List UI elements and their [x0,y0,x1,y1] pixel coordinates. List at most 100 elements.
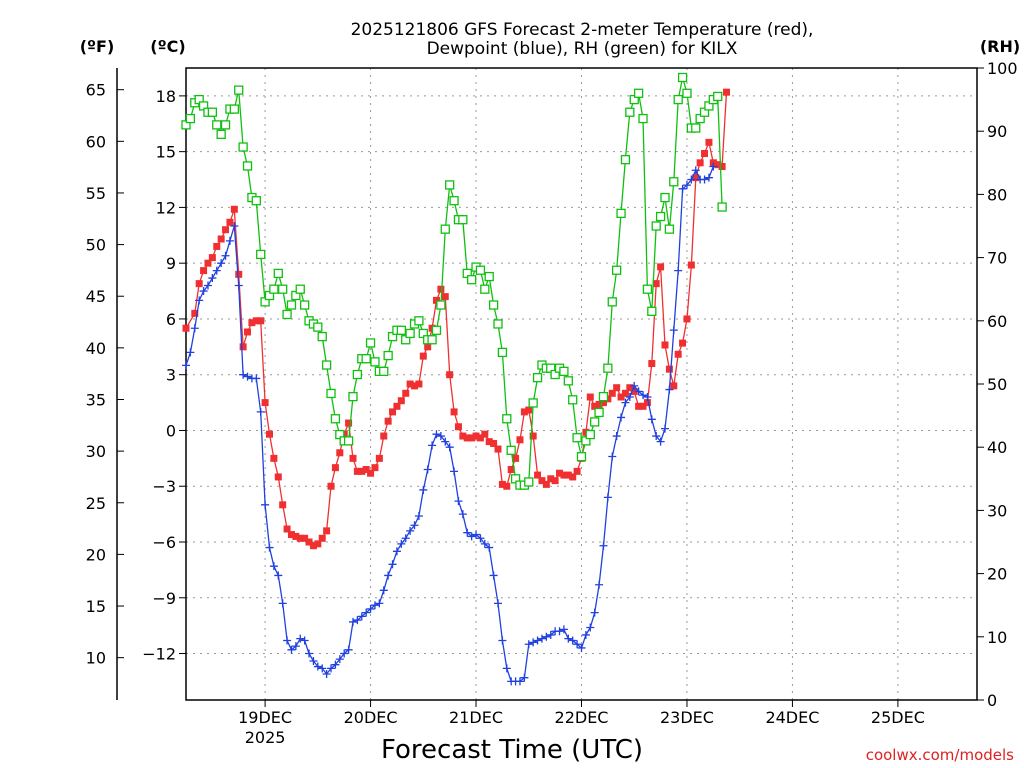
dewpoint-point [647,415,656,424]
rh-tick-label: 70 [987,249,1007,268]
rh-point [242,161,253,171]
x-axis-label: Forecast Time (UTC) [381,735,643,765]
time-tick-label: 20DEC [344,708,398,727]
temperature-point [556,469,564,477]
rh-point [603,363,613,373]
rh-point [594,407,604,418]
rh-tick-label: 80 [987,185,1007,204]
temperature-point [402,389,410,397]
temperature-point [419,352,427,360]
rh-point [488,300,499,310]
temperature-point [490,439,498,447]
dewpoint-point [256,407,265,416]
dewpoint-point [401,534,410,543]
dewpoint-point [322,669,331,678]
dewpoint-point [463,528,472,537]
dewpoint-point [414,511,423,520]
dewpoint-point [392,547,401,556]
rh-point [673,94,683,105]
temperature-point [371,464,379,472]
temperature-point [503,482,511,490]
temperature-point [674,350,682,358]
time-tick-label: 25DEC [871,708,925,727]
rh-point [229,104,239,114]
dewpoint-point [678,184,687,193]
dewpoint-point [423,465,432,474]
celsius-tick-label: 3 [166,366,176,385]
time-tick-label: 19DEC [238,708,292,727]
temperature-point [679,339,687,347]
temperature-point [652,280,660,288]
rh-point [677,72,688,83]
fahrenheit-tick-label: 50 [86,236,106,255]
temperature-point [261,399,269,407]
dewpoint-point [590,608,599,617]
dewpoint-point [669,326,678,335]
rh-point [313,322,323,332]
rh-point [348,391,358,402]
temperature-line [185,92,728,547]
rh-unit-label: (RH) [980,37,1020,56]
dewpoint-point [520,673,529,682]
dewpoint-point [643,393,652,402]
temperature-point [406,380,414,388]
rh-tick-label: 40 [987,438,1007,457]
fahrenheit-tick-label: 35 [86,390,106,409]
dewpoint-point [603,493,612,502]
dewpoint-point [384,571,393,580]
rh-point [343,436,354,446]
temperature-point [279,501,287,509]
grid-lines [186,68,977,700]
temperature-point [512,454,520,462]
temperature-point [696,159,704,167]
dewpoint-point [652,432,661,441]
dewpoint-point [630,381,639,390]
temperature-point [450,408,458,416]
rh-tick-label: 100 [987,59,1018,78]
dewpoint-point [208,274,217,283]
rh-point [502,414,512,424]
dewpoint-point [230,222,239,230]
celsius-tick-label: −3 [152,477,176,496]
dewpoint-point [625,393,634,402]
dewpoint-point [309,656,318,665]
temperature-point [252,317,260,325]
chart-title-line-1: 2025121806 GFS Forecast 2-meter Temperat… [351,20,814,40]
rh-point [427,335,437,345]
dewpoint-point [379,586,388,595]
rh-point [655,211,666,222]
time-tick-label: 23DEC [660,708,714,727]
dewpoint-point [687,175,696,184]
temperature-point [551,477,559,485]
rh-point [383,350,393,361]
fahrenheit-tick-label: 55 [86,184,106,203]
dewpoint-point [261,500,270,509]
dewpoint-point [674,266,683,275]
dewpoint-point [467,532,476,541]
rh-point [532,373,543,383]
temperature-point [481,430,489,438]
dewpoint-point [445,443,454,452]
dewpoint-point [489,571,498,580]
dewpoint-point [599,541,608,550]
temperature-point [257,317,265,325]
temperature-point [305,538,313,546]
temperature-point [661,341,669,349]
dewpoint-point [546,630,555,639]
rh-point [220,120,231,130]
rh-point [326,388,336,399]
rh-point [642,284,653,294]
dewpoint-point [186,348,195,357]
dewpoint-point [212,266,221,275]
dewpoint-point [691,166,700,175]
rh-tick-label: 90 [987,122,1007,141]
dewpoint-point [555,627,564,636]
time-tick-label: 21DEC [449,708,503,727]
fahrenheit-unit-label: (ºF) [80,37,115,56]
watermark-text: coolwx.com/models [866,746,1014,764]
rh-point [713,91,723,102]
dewpoint-point [287,645,296,654]
temperature-point [498,480,506,488]
dewpoint-point [283,636,292,645]
